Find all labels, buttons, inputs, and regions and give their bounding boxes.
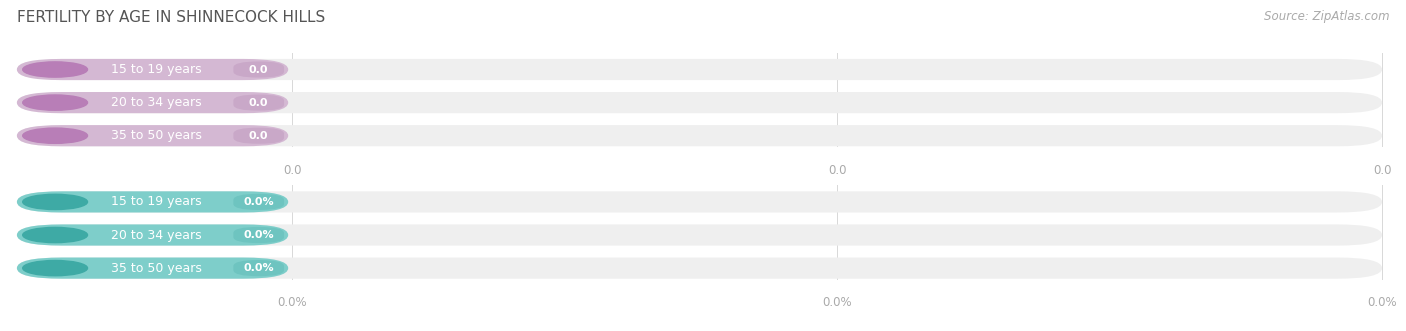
- FancyBboxPatch shape: [17, 125, 288, 146]
- Circle shape: [22, 95, 87, 110]
- Text: 0.0%: 0.0%: [243, 197, 274, 207]
- Text: 0.0: 0.0: [249, 131, 269, 141]
- FancyBboxPatch shape: [17, 224, 1382, 246]
- FancyBboxPatch shape: [17, 191, 288, 213]
- Circle shape: [22, 227, 87, 243]
- FancyBboxPatch shape: [17, 92, 288, 113]
- FancyBboxPatch shape: [17, 224, 288, 246]
- Text: 0.0: 0.0: [1372, 164, 1392, 177]
- FancyBboxPatch shape: [17, 59, 288, 80]
- Text: 0.0%: 0.0%: [1367, 296, 1398, 309]
- Text: Source: ZipAtlas.com: Source: ZipAtlas.com: [1264, 10, 1389, 23]
- FancyBboxPatch shape: [233, 260, 284, 276]
- Circle shape: [22, 194, 87, 210]
- FancyBboxPatch shape: [17, 59, 1382, 80]
- Text: 0.0%: 0.0%: [823, 296, 852, 309]
- FancyBboxPatch shape: [233, 194, 284, 210]
- Text: 35 to 50 years: 35 to 50 years: [111, 261, 202, 275]
- Text: 35 to 50 years: 35 to 50 years: [111, 129, 202, 142]
- Text: 0.0: 0.0: [828, 164, 846, 177]
- FancyBboxPatch shape: [17, 191, 1382, 213]
- Circle shape: [22, 128, 87, 143]
- FancyBboxPatch shape: [233, 227, 284, 243]
- FancyBboxPatch shape: [17, 258, 1382, 279]
- FancyBboxPatch shape: [17, 258, 288, 279]
- FancyBboxPatch shape: [17, 92, 1382, 113]
- Text: 0.0: 0.0: [249, 98, 269, 108]
- Text: FERTILITY BY AGE IN SHINNECOCK HILLS: FERTILITY BY AGE IN SHINNECOCK HILLS: [17, 10, 325, 25]
- Circle shape: [22, 62, 87, 77]
- FancyBboxPatch shape: [233, 95, 284, 111]
- Text: 20 to 34 years: 20 to 34 years: [111, 96, 202, 109]
- Text: 15 to 19 years: 15 to 19 years: [111, 63, 202, 76]
- FancyBboxPatch shape: [17, 125, 1382, 146]
- FancyBboxPatch shape: [233, 128, 284, 144]
- Text: 0.0: 0.0: [249, 65, 269, 74]
- Text: 0.0%: 0.0%: [243, 263, 274, 273]
- Text: 0.0%: 0.0%: [243, 230, 274, 240]
- FancyBboxPatch shape: [233, 62, 284, 77]
- Text: 0.0%: 0.0%: [277, 296, 308, 309]
- Circle shape: [22, 260, 87, 276]
- Text: 15 to 19 years: 15 to 19 years: [111, 195, 202, 209]
- Text: 0.0: 0.0: [283, 164, 302, 177]
- Text: 20 to 34 years: 20 to 34 years: [111, 228, 202, 242]
